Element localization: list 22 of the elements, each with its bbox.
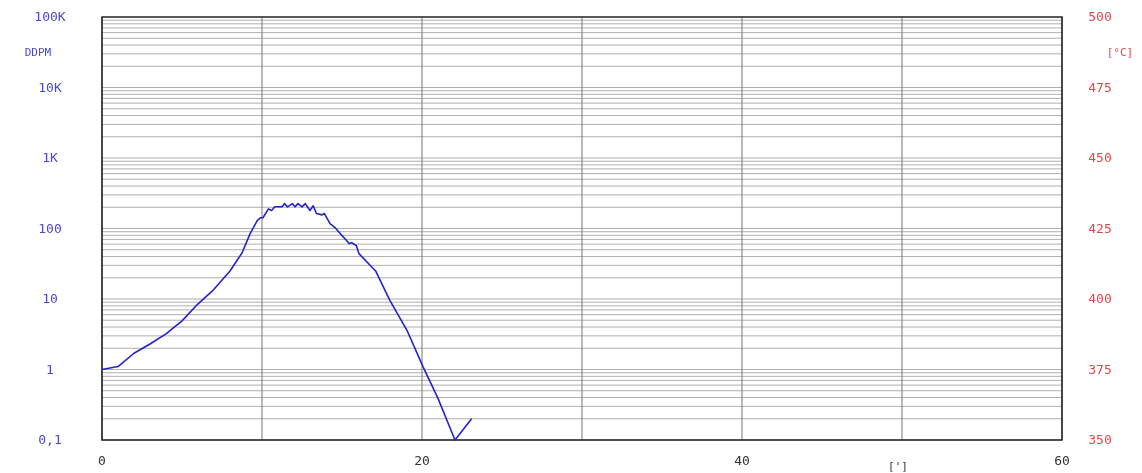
y-tick-label: 0,1 <box>38 432 62 447</box>
y2-tick-label: 375 <box>1088 361 1112 377</box>
y2-tick-label: 475 <box>1088 79 1112 95</box>
x-axis-title: ['] <box>888 460 908 473</box>
y-tick-label: 10 <box>42 291 58 306</box>
y2-axis-title: [°C] <box>1106 46 1134 59</box>
line-series <box>101 202 473 441</box>
y-tick-label: 1K <box>42 150 58 165</box>
x-tick-label: 20 <box>414 453 430 468</box>
x-tick-label: 40 <box>734 453 750 468</box>
y2-tick-label: 400 <box>1088 291 1112 306</box>
y-tick-label: 10K <box>38 79 62 95</box>
y2-tick-label: 500 <box>1088 9 1112 24</box>
y-tick-label: 100 <box>38 220 62 236</box>
y2-tick-label: 425 <box>1088 220 1112 236</box>
y-axis-title: DDPM <box>24 46 52 59</box>
x-tick-label: 0 <box>98 453 106 468</box>
y-tick-label: 1 <box>46 361 54 377</box>
y-tick-label: 100K <box>34 9 66 24</box>
x-tick-label: 60 <box>1054 453 1070 468</box>
y2-tick-label: 350 <box>1088 432 1112 447</box>
y2-tick-label: 450 <box>1088 150 1112 165</box>
